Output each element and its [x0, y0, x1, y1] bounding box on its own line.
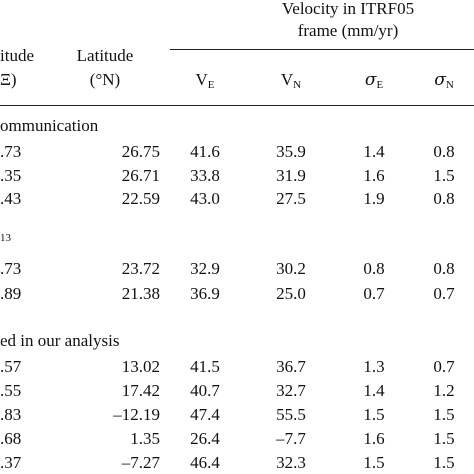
cell-sigma-e: 0.8 [363, 259, 385, 278]
sigma-n-header: σN [414, 70, 474, 95]
cell-sigma-e: 0.7 [363, 284, 385, 303]
cell-vn: 30.2 [276, 259, 306, 278]
cell-sigma-e: 1.4 [363, 381, 385, 400]
latitude-header-line2: (°N) [89, 70, 121, 89]
sigma-e-header-main: σ [364, 70, 377, 90]
vn-header-main: V [280, 70, 294, 89]
cell-longitude: .73 [0, 142, 22, 161]
sigma-e-header-sub: E [376, 79, 384, 91]
longitude-header-line1: itude [0, 46, 34, 65]
cell-sigma-n: 0.8 [433, 142, 455, 161]
cell-sigma-e: 1.6 [363, 429, 385, 448]
cell-ve: 26.4 [190, 429, 220, 448]
cell-latitude: –7.27 [121, 453, 160, 472]
section-title: ed in our analysis [0, 331, 120, 350]
cell-ve: 33.8 [190, 166, 220, 185]
latitude-header-line1: Latitude [76, 46, 134, 65]
cell-ve: 43.0 [190, 189, 220, 208]
section-title: ommunication [0, 116, 99, 135]
cell-longitude: .83 [0, 405, 22, 424]
cell-ve: 46.4 [190, 453, 220, 472]
velocity-header-rule [170, 49, 474, 50]
cell-vn: 25.0 [276, 284, 306, 303]
cell-sigma-e: 1.3 [363, 357, 385, 376]
ve-header-sub: E [207, 79, 215, 91]
velocity-title-line1: Velocity in ITRF05 [281, 0, 415, 18]
cell-latitude: 26.71 [121, 166, 160, 185]
ve-header: VE [170, 70, 240, 95]
cell-vn: 35.9 [276, 142, 306, 161]
cell-sigma-n: 1.5 [433, 166, 455, 185]
cell-vn: 32.3 [276, 453, 306, 472]
cell-latitude: 22.59 [121, 189, 160, 208]
cell-ve: 36.9 [190, 284, 220, 303]
cell-sigma-n: 0.7 [433, 284, 455, 303]
velocity-title-line2: frame (mm/yr) [297, 21, 399, 40]
cell-latitude: 26.75 [121, 142, 160, 161]
cell-longitude: .89 [0, 284, 22, 303]
vn-header: VN [256, 70, 326, 95]
cell-ve: 41.5 [190, 357, 220, 376]
cell-vn: 55.5 [276, 405, 306, 424]
cell-latitude: 13.02 [121, 357, 160, 376]
cell-longitude: .35 [0, 166, 22, 185]
vn-header-sub: N [293, 79, 302, 91]
cell-sigma-n: 0.8 [433, 189, 455, 208]
sigma-n-header-sub: N [445, 79, 454, 91]
cell-latitude: 1.35 [130, 429, 160, 448]
cell-sigma-e: 1.5 [363, 453, 385, 472]
cell-longitude: .68 [0, 429, 22, 448]
cell-ve: 40.7 [190, 381, 220, 400]
cell-latitude: 21.38 [121, 284, 160, 303]
sigma-n-header-main: σ [434, 70, 446, 90]
cell-vn: 36.7 [276, 357, 306, 376]
cell-latitude: –12.19 [113, 405, 160, 424]
cell-sigma-n: 0.7 [433, 357, 455, 376]
cell-vn: 32.7 [276, 381, 306, 400]
cell-longitude: .73 [0, 259, 22, 278]
cell-sigma-e: 1.4 [363, 142, 385, 161]
cell-sigma-n: 1.2 [433, 381, 455, 400]
cell-ve: 47.4 [190, 405, 220, 424]
cell-ve: 41.6 [190, 142, 220, 161]
cell-vn: –7.7 [276, 429, 306, 448]
cell-latitude: 17.42 [121, 381, 160, 400]
cell-sigma-e: 1.9 [363, 189, 385, 208]
header-bottom-rule [0, 105, 474, 106]
cell-ve: 32.9 [190, 259, 220, 278]
cell-sigma-n: 1.5 [433, 453, 455, 472]
cell-vn: 31.9 [276, 166, 306, 185]
cell-longitude: .57 [0, 357, 22, 376]
cell-sigma-n: 1.5 [433, 405, 455, 424]
cell-sigma-e: 1.5 [363, 405, 385, 424]
cell-longitude: .55 [0, 381, 22, 400]
cell-longitude: .43 [0, 189, 22, 208]
cell-sigma-n: 0.8 [433, 259, 455, 278]
sigma-e-header: σE [344, 70, 404, 95]
ve-header-main: V [195, 70, 208, 89]
cell-sigma-e: 1.6 [363, 166, 385, 185]
longitude-header-line2: Ξ) [0, 70, 17, 89]
section-title: 13 [0, 232, 11, 244]
cell-sigma-n: 1.5 [433, 429, 455, 448]
cell-vn: 27.5 [276, 189, 306, 208]
cell-longitude: .37 [0, 453, 22, 472]
cell-latitude: 23.72 [121, 259, 160, 278]
